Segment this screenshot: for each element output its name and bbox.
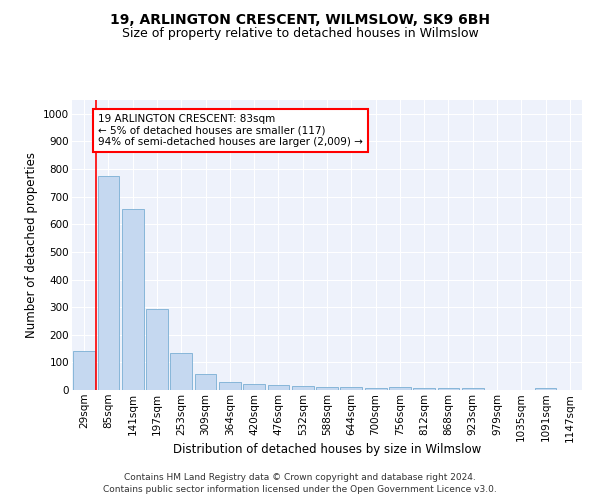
Bar <box>170 352 192 390</box>
Bar <box>243 384 265 390</box>
Text: Distribution of detached houses by size in Wilmslow: Distribution of detached houses by size … <box>173 442 481 456</box>
Y-axis label: Number of detached properties: Number of detached properties <box>25 152 38 338</box>
Bar <box>389 387 411 390</box>
Text: Contains public sector information licensed under the Open Government Licence v3: Contains public sector information licen… <box>103 485 497 494</box>
Bar <box>316 387 338 390</box>
Bar <box>365 388 386 390</box>
Bar <box>462 388 484 390</box>
Text: 19 ARLINGTON CRESCENT: 83sqm
← 5% of detached houses are smaller (117)
94% of se: 19 ARLINGTON CRESCENT: 83sqm ← 5% of det… <box>98 114 362 147</box>
Bar <box>73 352 95 390</box>
Bar <box>146 308 168 390</box>
Bar <box>268 385 289 390</box>
Bar <box>437 388 460 390</box>
Bar <box>413 388 435 390</box>
Bar <box>340 387 362 390</box>
Text: Contains HM Land Registry data © Crown copyright and database right 2024.: Contains HM Land Registry data © Crown c… <box>124 472 476 482</box>
Bar <box>535 388 556 390</box>
Bar <box>97 176 119 390</box>
Text: Size of property relative to detached houses in Wilmslow: Size of property relative to detached ho… <box>122 28 478 40</box>
Bar <box>292 386 314 390</box>
Bar <box>219 382 241 390</box>
Bar <box>194 374 217 390</box>
Bar <box>122 209 143 390</box>
Text: 19, ARLINGTON CRESCENT, WILMSLOW, SK9 6BH: 19, ARLINGTON CRESCENT, WILMSLOW, SK9 6B… <box>110 12 490 26</box>
